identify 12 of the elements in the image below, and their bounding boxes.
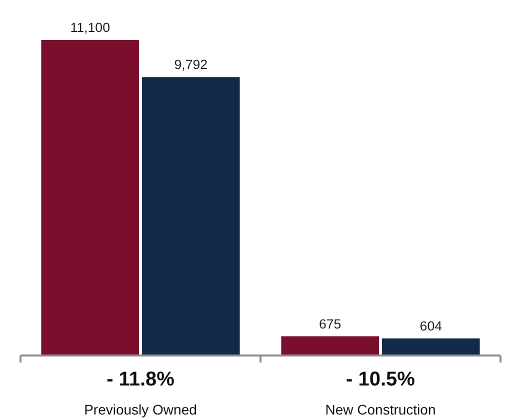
text: - 10.5% <box>346 368 416 390</box>
data-label: 11,100 <box>70 20 110 35</box>
data-label: 604 <box>420 318 443 334</box>
data-label: 675 <box>318 316 342 332</box>
bar <box>142 77 240 356</box>
x-tick-label: New Construction <box>325 402 436 418</box>
x-tick-label: Previously Owned <box>84 402 197 418</box>
bar <box>281 336 379 356</box>
text: - 11.8% <box>106 368 175 390</box>
bar <box>41 40 139 356</box>
bar <box>382 338 480 356</box>
data-label: 9,792 <box>174 57 208 72</box>
